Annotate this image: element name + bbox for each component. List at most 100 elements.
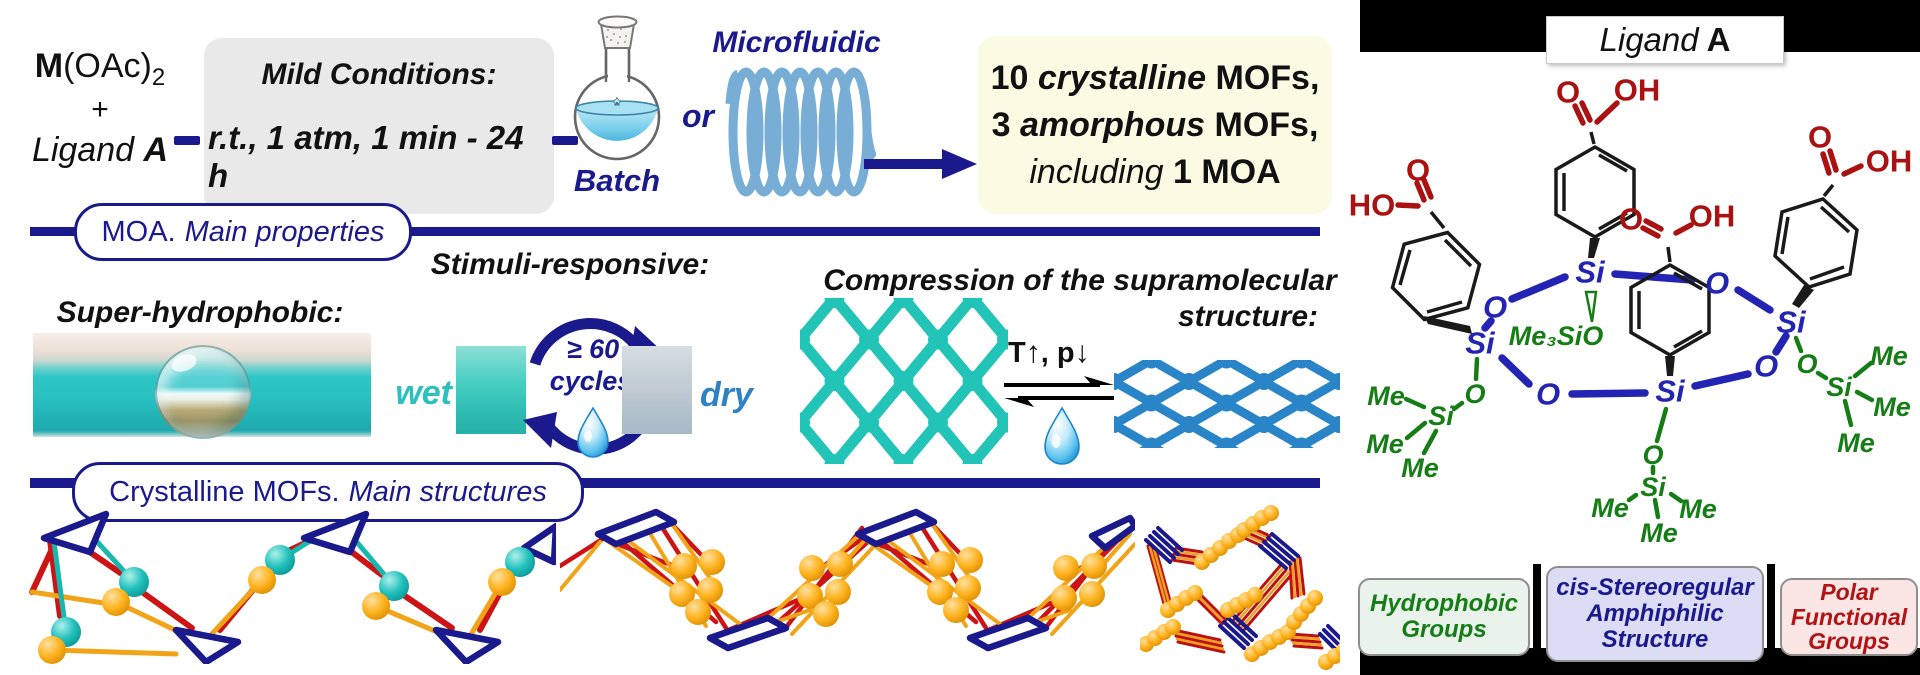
svg-text:O: O <box>1808 120 1832 155</box>
mof-structure-1 <box>29 510 556 664</box>
tms-labels: Me₃SiO O Si Me Me Me O Si Me Me Me O Si … <box>1366 321 1911 548</box>
metal-node-plates <box>594 508 1135 652</box>
equilibrium-arrows-icon <box>1004 376 1114 407</box>
compressed-lattice-icon <box>1114 360 1340 448</box>
orange-bonds <box>560 522 1135 638</box>
tag-hydrophobic-groups: Hydrophobic Groups <box>1358 578 1530 656</box>
result-3-label: 1 MOA <box>1172 152 1281 191</box>
conditions-box: Mild Conditions: r.t., 1 atm, 1 min - 24… <box>204 38 554 214</box>
result-2-label: MOFs, <box>1214 105 1319 144</box>
result-1-label: MOFs, <box>1215 58 1320 97</box>
result-3-word: including <box>1029 152 1164 191</box>
svg-text:O: O <box>1754 349 1778 384</box>
reagents-block: M(OAc)2 + Ligand A <box>10 47 190 170</box>
svg-text:Me: Me <box>1401 453 1439 483</box>
reaction-line-left <box>174 136 200 145</box>
svg-text:Si: Si <box>1575 255 1606 290</box>
mof-structure-2 <box>560 508 1135 652</box>
water-drop-icon <box>577 406 609 458</box>
stopper-speckles <box>606 28 627 44</box>
acetate-group: (OAc) <box>63 47 152 85</box>
tag-line: Groups <box>1808 628 1890 655</box>
tag-line: Hydrophobic <box>1370 590 1518 618</box>
metal-node-triangles <box>40 510 556 664</box>
cooh-bonds <box>1395 100 1864 239</box>
conditions-detail: r.t., 1 atm, 1 min - 24 h <box>208 118 524 194</box>
compression-title-line1: Compression of the supramolecular <box>823 264 1337 297</box>
svg-text:O: O <box>1796 349 1817 379</box>
up-arrow-icon: ↑ <box>1025 336 1041 369</box>
batch-flask-icon: ♠ <box>573 15 661 161</box>
svg-text:Me: Me <box>1870 341 1908 371</box>
temp-pressure-label: T↑, p↓ <box>1008 336 1124 370</box>
ligand-word: Ligand <box>31 131 135 170</box>
wet-label: wet <box>395 374 452 412</box>
expanded-lattice-icon <box>800 298 1008 464</box>
svg-text:O: O <box>1705 266 1729 301</box>
svg-text:Si: Si <box>1465 326 1496 361</box>
ligand-panel: Ligand A <box>1340 0 1920 675</box>
svg-text:HO: HO <box>1349 188 1396 223</box>
results-box: 10 crystalline MOFs, 3 amorphous MOFs, i… <box>978 36 1332 214</box>
svg-text:O: O <box>1406 153 1430 188</box>
metal-spheres <box>38 545 535 664</box>
tag-line: Amphiphilic <box>1586 600 1724 628</box>
phenyl-rings <box>1390 144 1859 358</box>
result-line-2: 3 amorphous MOFs, <box>992 106 1319 145</box>
svg-text:OH: OH <box>1689 199 1736 234</box>
crystalline-pill-prefix: Crystalline MOFs. <box>109 475 340 508</box>
tag-line: Functional <box>1790 603 1908 630</box>
metal-acetate-formula: M(OAc)2 <box>10 47 190 91</box>
tag-line: Polar <box>1820 578 1878 605</box>
svg-text:Me: Me <box>1591 493 1629 523</box>
tag-line: Structure <box>1601 625 1709 653</box>
orange-bond-bundles <box>1148 526 1323 651</box>
result-line-3: including 1 MOA <box>1029 153 1280 192</box>
divider-crystalline <box>30 478 1320 488</box>
result-1-type: crystalline <box>1037 58 1207 97</box>
compression-drop-icon <box>1044 406 1080 465</box>
crystalline-pill-suffix: Main structures <box>348 475 547 508</box>
microfluidic-coil-icon <box>725 67 876 197</box>
droplet-photo <box>33 333 371 439</box>
or-label: or <box>682 98 714 134</box>
metal-clusters <box>669 547 1107 627</box>
tag-line: cis-Stereoregular <box>1556 574 1754 602</box>
tag-line: Groups <box>1401 616 1487 643</box>
superhydrophobic-title: Super-hydrophobic: <box>56 296 344 329</box>
spade-bubble: ♠ <box>614 93 621 108</box>
dry-swatch <box>622 346 692 434</box>
ligand-reagent: Ligand A <box>10 131 190 170</box>
cooh-labels: O HO O OH O OH O OH <box>1349 73 1913 237</box>
stimuli-title: Stimuli-responsive: <box>430 248 710 281</box>
siloxane-ring-bonds <box>1481 270 1790 398</box>
reaction-arrow-icon <box>864 149 977 179</box>
svg-text:Me: Me <box>1640 518 1678 548</box>
result-2-count: 3 <box>991 105 1011 144</box>
moa-pill-prefix: MOA. <box>101 215 176 248</box>
svg-text:Si: Si <box>1776 305 1807 340</box>
moa-pill-suffix: Main properties <box>184 215 385 248</box>
ring-atom-labels: Si O Si O Si O Si O <box>1465 255 1807 412</box>
ligand-structure-drawing: Si O Si O Si O Si O O HO O OH O OH O OH <box>1349 73 1913 549</box>
cycle-count: ≥ 60 <box>567 334 619 364</box>
microfluidic-label: Microfluidic <box>712 26 881 59</box>
svg-text:O: O <box>1483 290 1507 325</box>
wet-swatch <box>456 346 526 434</box>
water-droplet <box>155 345 251 439</box>
svg-text:O: O <box>1619 202 1643 237</box>
metal-sphere-rods <box>1140 505 1352 670</box>
svg-text:Me: Me <box>1837 428 1875 458</box>
temperature-symbol: T <box>1008 337 1026 369</box>
ligand-letter: A <box>143 131 169 170</box>
svg-text:O: O <box>1536 377 1560 412</box>
svg-text:Me: Me <box>1367 381 1405 411</box>
plus-sign: + <box>91 93 109 127</box>
pressure-symbol: , p <box>1040 337 1075 369</box>
svg-text:O: O <box>1464 379 1485 409</box>
divider-moa <box>30 227 1320 236</box>
svg-text:O: O <box>1642 440 1663 470</box>
compression-title-line2: structure: <box>1177 300 1318 333</box>
result-1-count: 10 <box>990 58 1029 97</box>
